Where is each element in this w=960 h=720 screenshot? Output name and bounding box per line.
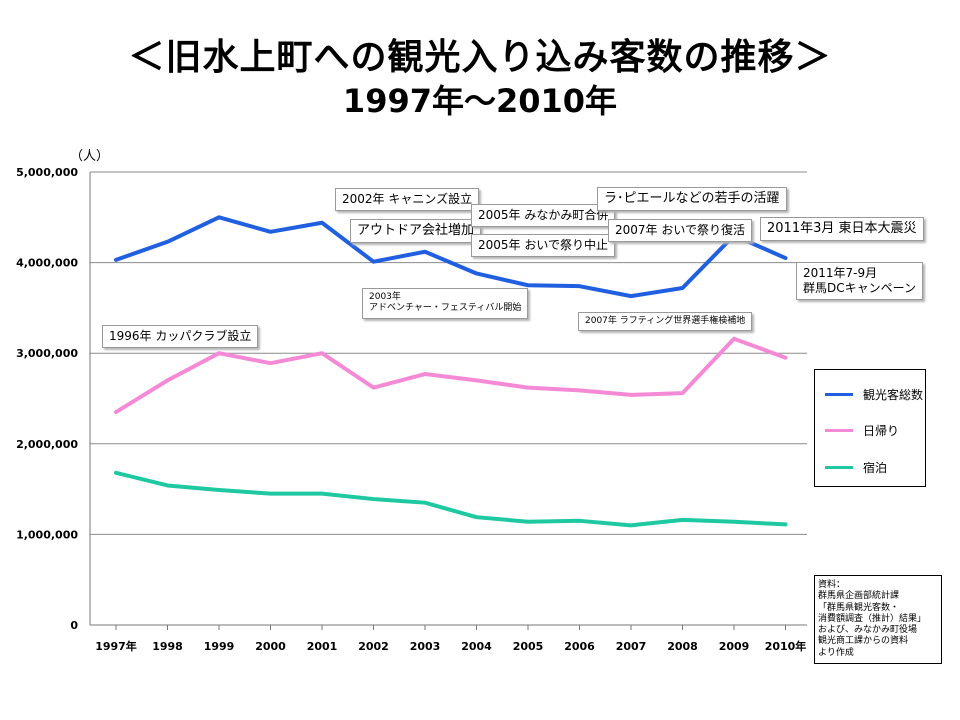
source-note-line: 資料：	[818, 580, 846, 590]
legend-label-overnight: 宿泊	[863, 460, 888, 475]
x-tick-label: 2008	[667, 640, 698, 653]
annotation-2002: 2002年 キャニンズ設立	[335, 188, 480, 211]
chart-subtitle: 1997年～2010年	[342, 82, 618, 120]
annotation-2005-festival: 2005年 おいで祭り中止	[471, 234, 615, 257]
chart-title: ＜旧水上町への観光入り込み客数の推移＞	[128, 37, 832, 78]
x-tick-label: 2000	[255, 640, 286, 653]
x-tick-label: 2001	[307, 640, 338, 653]
series-line-overnight	[114, 470, 788, 528]
x-tick-label: 1997年	[95, 639, 137, 653]
source-note: 資料： 群馬県企画部統計課 「群馬県観光客数・ 消費額調査（推計）結果」 および、みなか…	[814, 575, 942, 664]
annotation-2005-merge: 2005年 みなかみ町合併	[471, 204, 616, 227]
y-axis-unit: （人）	[70, 149, 109, 164]
annotation-2007-rafting: 2007年 ラフティング世界選手権検補地	[578, 312, 753, 332]
legend-swatch-overnight	[825, 465, 853, 469]
source-note-line: より作成	[818, 647, 854, 658]
x-tick-label: 2002	[358, 640, 389, 653]
annotation-2011-earthquake: 2011年3月 東日本大震災	[760, 217, 924, 242]
legend-label-daytrip: 日帰り	[863, 423, 900, 438]
annotation-young: ラ･ピエールなどの若手の活躍	[597, 187, 787, 212]
annotation-1996: 1996年 カッパクラブ設立	[102, 325, 259, 348]
legend-item-daytrip: 日帰り	[825, 422, 899, 438]
x-tick-label: 2003	[410, 640, 441, 653]
annotation-2003: 2003年 アドベンチャー・フェスティバル開始	[362, 288, 529, 319]
x-tick-label: 1998	[152, 640, 183, 653]
y-tick-label: 4,000,000	[16, 257, 78, 270]
legend-item-total: 観光客総数	[825, 386, 923, 402]
y-tick-label: 2,000,000	[16, 438, 78, 451]
x-tick-label: 1999	[204, 640, 235, 653]
source-note-line: および、みなかみ町役場	[818, 625, 918, 635]
series-line-total	[114, 215, 788, 299]
legend-swatch-daytrip	[825, 428, 853, 432]
source-note-line: 消費額調査（推計）結果」	[818, 613, 927, 624]
y-tick-label: 1,000,000	[16, 528, 78, 541]
legend-item-overnight: 宿泊	[825, 459, 887, 475]
x-tick-label: 2004	[461, 640, 492, 653]
x-tick-label: 2010年	[765, 639, 807, 653]
y-tick-label: 5,000,000	[16, 166, 78, 179]
series-line-daytrip	[114, 336, 788, 415]
legend-label-total: 観光客総数	[863, 387, 924, 402]
chart-legend: 観光客総数 日帰り 宿泊	[814, 369, 926, 487]
y-tick-label: 0	[70, 619, 78, 632]
legend-swatch-total	[825, 392, 853, 396]
annotation-2011-campaign: 2011年7-9月 群馬DCキャンペーン	[796, 262, 924, 300]
annotation-2007-festival: 2007年 おいで祭り復活	[608, 219, 752, 242]
x-tick-label: 2005	[513, 640, 544, 653]
y-tick-label: 3,000,000	[16, 347, 78, 360]
source-note-line: 「群馬県観光客数・	[818, 602, 900, 613]
x-tick-label: 2009	[719, 640, 750, 653]
source-note-line: 観光商工課からの資料	[818, 636, 909, 647]
x-tick-label: 2006	[564, 640, 595, 653]
annotation-outdoor: アウトドア会社増加	[350, 219, 482, 244]
source-note-line: 群馬県企画部統計課	[818, 591, 900, 602]
x-tick-label: 2007	[616, 640, 647, 653]
